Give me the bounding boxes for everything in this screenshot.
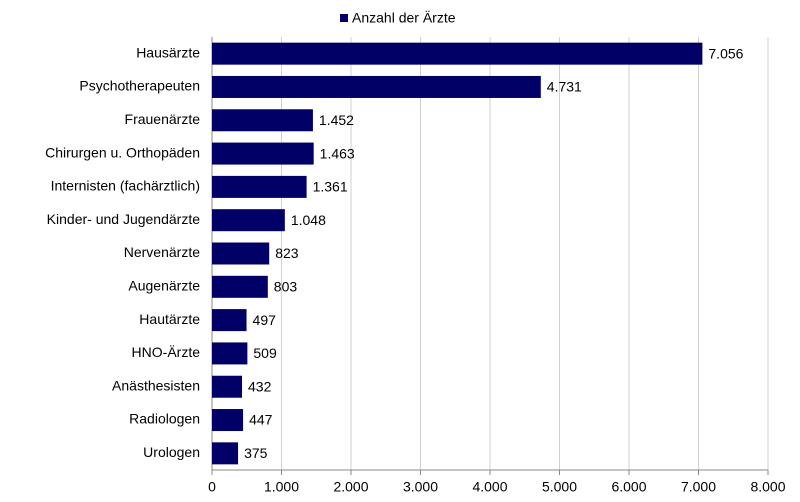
y-tick-label: Hautärzte — [139, 311, 200, 327]
x-tick-label: 6.000 — [611, 479, 646, 495]
x-tick-label: 7.000 — [681, 479, 716, 495]
x-tick-label: 1.000 — [264, 479, 299, 495]
bar — [212, 375, 243, 398]
y-tick-label: HNO-Ärzte — [132, 344, 201, 360]
value-label: 375 — [244, 445, 268, 461]
bar — [212, 242, 270, 265]
bar — [212, 309, 247, 332]
bar — [212, 209, 285, 232]
y-tick-label: Radiologen — [129, 411, 200, 427]
bar — [212, 442, 239, 465]
x-tick-label: 4.000 — [472, 479, 507, 495]
y-tick-label: Frauenärzte — [125, 111, 201, 127]
y-tick-label: Nervenärzte — [124, 244, 200, 260]
bar — [212, 409, 244, 432]
bar — [212, 42, 703, 65]
value-label: 497 — [253, 312, 277, 328]
x-tick-label: 8.000 — [750, 479, 785, 495]
value-label: 7.056 — [708, 45, 743, 61]
y-tick-label: Chirurgen u. Orthopäden — [45, 144, 200, 160]
y-tick-label: Urologen — [143, 444, 200, 460]
y-tick-label: Kinder- und Jugendärzte — [47, 211, 201, 227]
legend-label: Anzahl der Ärzte — [352, 10, 456, 26]
value-label: 447 — [249, 412, 273, 428]
y-tick-label: Anästhesisten — [112, 377, 200, 393]
x-tick-label: 3.000 — [403, 479, 438, 495]
value-label: 432 — [248, 378, 272, 394]
value-label: 803 — [274, 279, 298, 295]
y-tick-label: Internisten (fachärztlich) — [51, 178, 200, 194]
y-tick-label: Psychotherapeuten — [79, 78, 200, 94]
bar — [212, 275, 268, 298]
bar — [212, 142, 314, 165]
legend-swatch — [340, 14, 348, 22]
value-label: 1.048 — [291, 212, 326, 228]
value-label: 1.452 — [319, 112, 354, 128]
value-label: 1.361 — [313, 179, 348, 195]
value-label: 509 — [253, 345, 277, 361]
bar — [212, 342, 248, 365]
value-label: 1.463 — [320, 145, 355, 161]
value-label: 4.731 — [547, 79, 582, 95]
bar — [212, 109, 313, 132]
x-tick-label: 5.000 — [542, 479, 577, 495]
value-label: 823 — [275, 245, 299, 261]
x-tick-label: 2.000 — [333, 479, 368, 495]
bar — [212, 75, 541, 98]
bar — [212, 175, 307, 198]
y-tick-label: Hausärzte — [136, 44, 200, 60]
y-tick-label: Augenärzte — [128, 278, 200, 294]
x-tick-label: 0 — [208, 479, 216, 495]
